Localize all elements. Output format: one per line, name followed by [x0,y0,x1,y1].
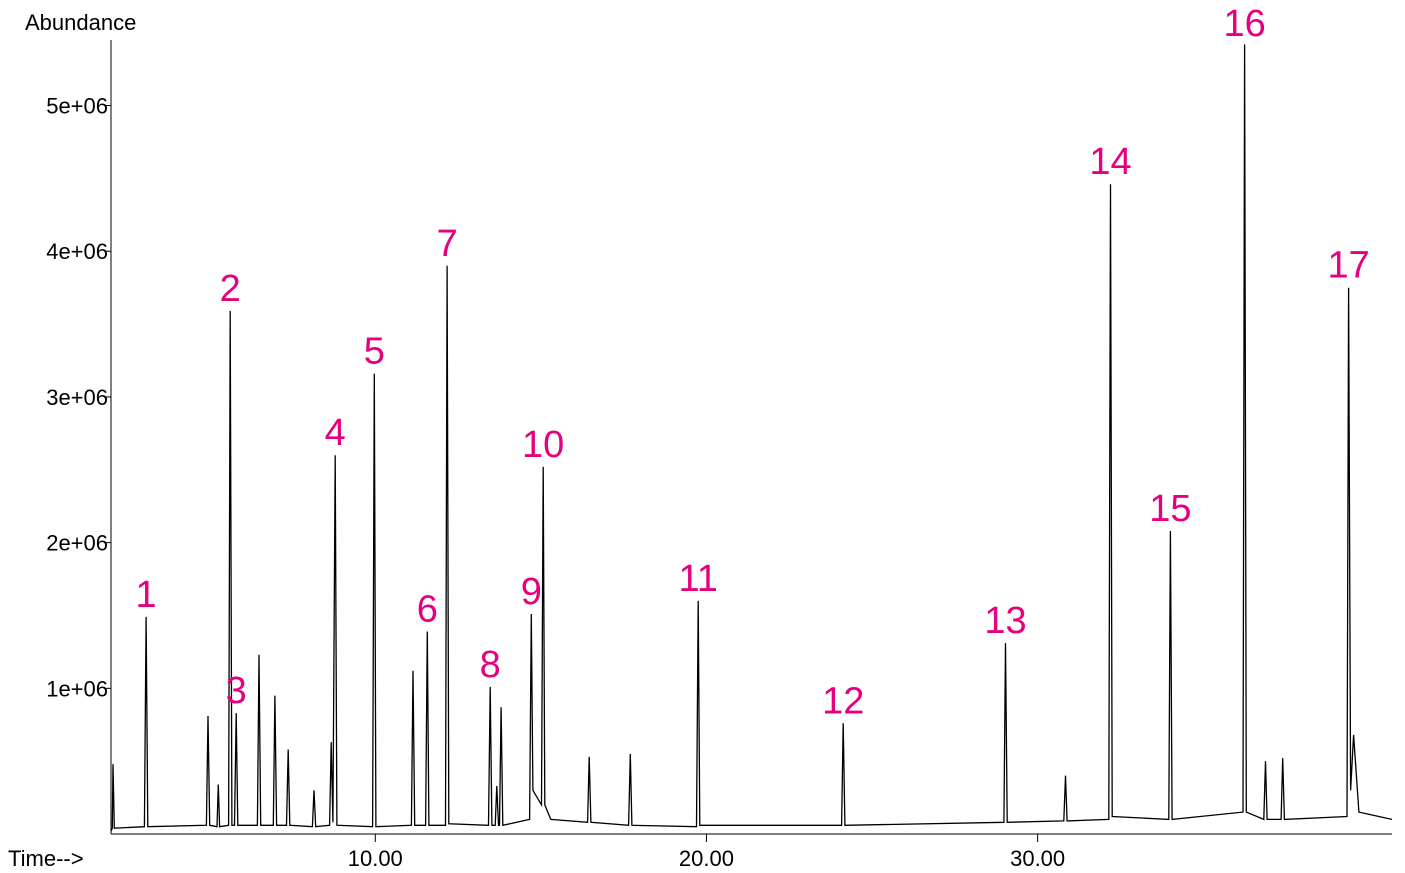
x-tick-label: 10.00 [348,846,403,871]
peak-label: 10 [522,424,564,466]
y-axis-label: Abundance [25,10,136,35]
peak-label: 2 [220,268,241,310]
chromatogram-line [110,44,1393,832]
peak-label: 9 [521,571,542,613]
peak-label: 7 [437,223,458,265]
peak-label: 6 [417,588,438,630]
y-tick-label: 3e+06 [46,385,108,410]
peak-label: 1 [136,574,157,616]
peak-label: 14 [1089,141,1131,183]
peak-label: 3 [226,670,247,712]
y-tick-label: 5e+06 [46,94,108,119]
peak-label: 15 [1149,488,1191,530]
peak-label: 12 [822,680,864,722]
peak-label: 16 [1223,3,1265,45]
peak-label: 5 [364,331,385,373]
x-tick-label: 20.00 [679,846,734,871]
y-tick-label: 1e+06 [46,676,108,701]
x-axis-label: Time--> [8,846,84,871]
x-tick-label: 30.00 [1010,846,1065,871]
peak-label: 4 [325,412,346,454]
y-tick-label: 2e+06 [46,531,108,556]
peak-label: 13 [984,600,1026,642]
peak-label: 8 [480,644,501,686]
peak-label: 17 [1327,245,1369,287]
peak-label: 11 [678,558,717,600]
y-tick-label: 4e+06 [46,239,108,264]
